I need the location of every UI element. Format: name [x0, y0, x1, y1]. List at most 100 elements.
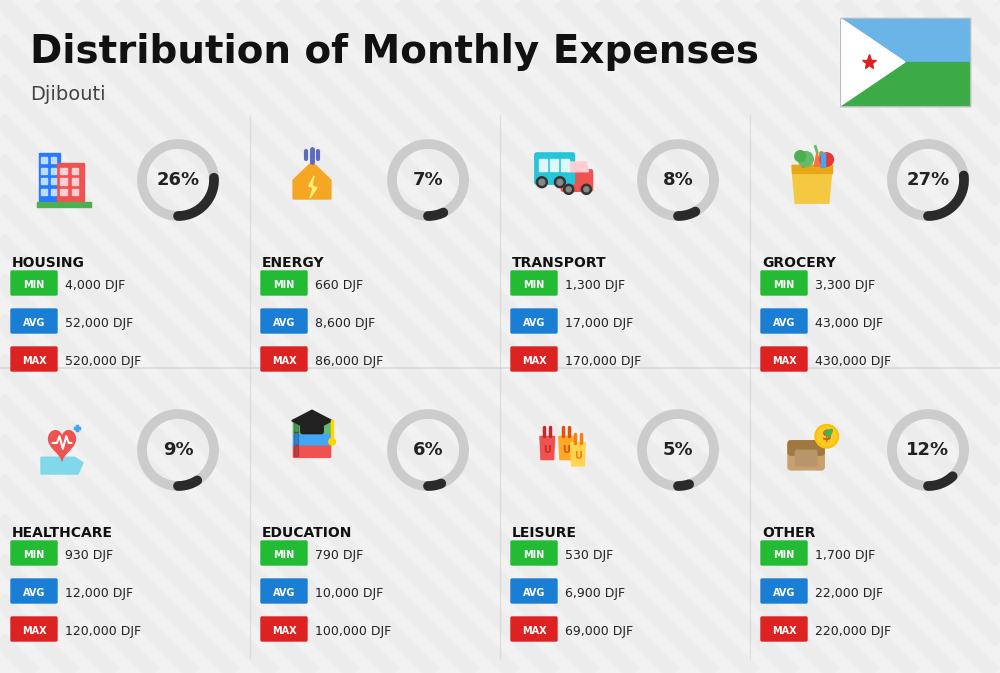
- Text: MAX: MAX: [772, 356, 796, 366]
- Text: U: U: [574, 452, 582, 462]
- Text: 4,000 DJF: 4,000 DJF: [65, 279, 125, 291]
- Bar: [39, 153, 60, 203]
- Text: 430,000 DJF: 430,000 DJF: [815, 355, 891, 367]
- Bar: [294, 432, 298, 444]
- FancyBboxPatch shape: [11, 271, 57, 295]
- FancyBboxPatch shape: [293, 431, 331, 445]
- Circle shape: [539, 179, 545, 185]
- Bar: [294, 445, 298, 456]
- Bar: [60, 188, 67, 195]
- Text: ENERGY: ENERGY: [262, 256, 325, 270]
- Bar: [41, 178, 47, 184]
- Bar: [561, 159, 569, 171]
- FancyBboxPatch shape: [761, 617, 807, 641]
- Circle shape: [817, 427, 836, 446]
- FancyBboxPatch shape: [301, 416, 323, 433]
- Text: 27%: 27%: [906, 171, 950, 189]
- Polygon shape: [293, 162, 331, 199]
- Bar: [37, 203, 91, 207]
- Text: MAX: MAX: [272, 626, 296, 636]
- Text: Djibouti: Djibouti: [30, 85, 106, 104]
- Text: 22,000 DJF: 22,000 DJF: [815, 586, 883, 600]
- Polygon shape: [309, 176, 317, 198]
- FancyBboxPatch shape: [261, 271, 307, 295]
- Polygon shape: [567, 162, 588, 172]
- Text: 660 DJF: 660 DJF: [315, 279, 363, 291]
- Polygon shape: [814, 152, 820, 166]
- Text: TRANSPORT: TRANSPORT: [512, 256, 607, 270]
- Bar: [41, 188, 47, 194]
- Text: MAX: MAX: [772, 626, 796, 636]
- Bar: [51, 188, 56, 194]
- Bar: [41, 157, 47, 164]
- Text: 12%: 12%: [906, 441, 950, 459]
- FancyBboxPatch shape: [511, 579, 557, 603]
- Text: MAX: MAX: [522, 626, 546, 636]
- Text: MIN: MIN: [773, 280, 795, 290]
- Circle shape: [536, 177, 547, 188]
- Text: AVG: AVG: [273, 588, 295, 598]
- FancyBboxPatch shape: [511, 541, 557, 565]
- FancyBboxPatch shape: [261, 309, 307, 333]
- Text: 7%: 7%: [413, 171, 443, 189]
- Text: 52,000 DJF: 52,000 DJF: [65, 316, 133, 330]
- Text: 86,000 DJF: 86,000 DJF: [315, 355, 383, 367]
- Text: AVG: AVG: [523, 588, 545, 598]
- FancyBboxPatch shape: [761, 309, 807, 333]
- Text: 3,300 DJF: 3,300 DJF: [815, 279, 875, 291]
- Text: 1,700 DJF: 1,700 DJF: [815, 548, 875, 561]
- Text: 6%: 6%: [413, 441, 443, 459]
- FancyBboxPatch shape: [511, 271, 557, 295]
- Bar: [60, 178, 67, 184]
- Text: 17,000 DJF: 17,000 DJF: [565, 316, 633, 330]
- Circle shape: [566, 187, 571, 192]
- FancyBboxPatch shape: [261, 541, 307, 565]
- FancyBboxPatch shape: [511, 617, 557, 641]
- FancyBboxPatch shape: [11, 579, 57, 603]
- Text: 100,000 DJF: 100,000 DJF: [315, 625, 391, 637]
- Text: MAX: MAX: [272, 356, 296, 366]
- Text: MAX: MAX: [22, 626, 46, 636]
- Text: MIN: MIN: [23, 550, 45, 560]
- FancyBboxPatch shape: [761, 347, 807, 371]
- Circle shape: [820, 153, 833, 166]
- Bar: [57, 164, 84, 203]
- FancyBboxPatch shape: [561, 170, 593, 191]
- Text: MIN: MIN: [523, 550, 545, 560]
- Text: U: U: [562, 445, 570, 455]
- Text: EDUCATION: EDUCATION: [262, 526, 352, 540]
- Bar: [72, 178, 78, 184]
- Text: $: $: [822, 429, 832, 444]
- Text: U: U: [543, 445, 551, 455]
- Text: 8,600 DJF: 8,600 DJF: [315, 316, 375, 330]
- FancyBboxPatch shape: [261, 579, 307, 603]
- FancyBboxPatch shape: [761, 579, 807, 603]
- Bar: [539, 159, 547, 171]
- Polygon shape: [292, 411, 332, 431]
- Bar: [41, 168, 47, 174]
- Bar: [72, 168, 78, 174]
- Text: 5%: 5%: [663, 441, 693, 459]
- Text: 1,300 DJF: 1,300 DJF: [565, 279, 625, 291]
- Text: 69,000 DJF: 69,000 DJF: [565, 625, 633, 637]
- Circle shape: [557, 179, 563, 185]
- Bar: [840, 18, 970, 62]
- Text: LEISURE: LEISURE: [512, 526, 577, 540]
- FancyBboxPatch shape: [261, 617, 307, 641]
- FancyBboxPatch shape: [11, 541, 57, 565]
- Text: AVG: AVG: [773, 318, 795, 328]
- Bar: [550, 159, 558, 171]
- Text: AVG: AVG: [273, 318, 295, 328]
- Text: MIN: MIN: [273, 550, 295, 560]
- FancyBboxPatch shape: [511, 347, 557, 371]
- Polygon shape: [840, 18, 905, 106]
- Bar: [840, 62, 970, 106]
- Circle shape: [798, 151, 813, 167]
- Text: MAX: MAX: [522, 356, 546, 366]
- Circle shape: [329, 438, 336, 445]
- FancyBboxPatch shape: [11, 309, 57, 333]
- Text: 43,000 DJF: 43,000 DJF: [815, 316, 883, 330]
- Text: MAX: MAX: [22, 356, 46, 366]
- Text: AVG: AVG: [23, 588, 45, 598]
- Circle shape: [564, 184, 574, 194]
